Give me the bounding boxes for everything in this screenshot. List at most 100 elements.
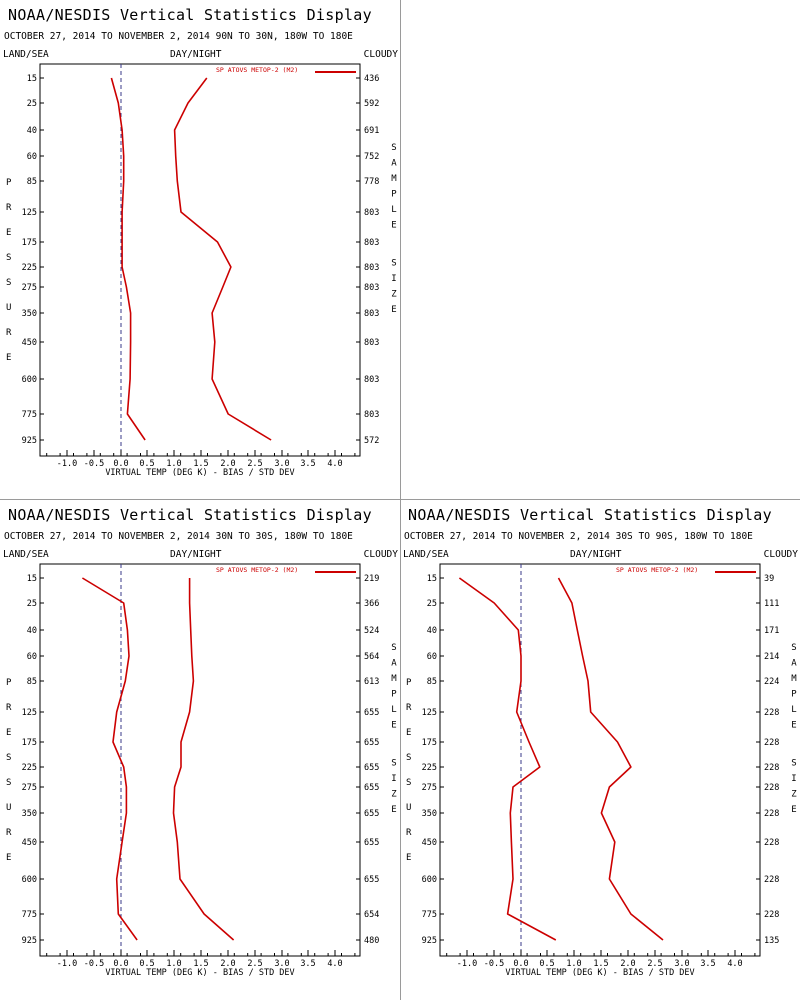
y-axis-label-left-char: P: [6, 178, 12, 188]
chart-panel-3: NOAA/NESDIS Vertical Statistics Display O…: [400, 500, 800, 1000]
pressure-level-label: 275: [22, 783, 37, 793]
x-tick-label: 3.5: [300, 959, 315, 969]
corner-label-right: CLOUDY: [364, 49, 399, 60]
pressure-level-label: 60: [427, 652, 437, 662]
plot-frame: [439, 563, 761, 957]
y-axis-label-left: P R E S S U R E: [406, 678, 412, 863]
chart-subtitle: OCTOBER 27, 2014 TO NOVEMBER 2, 2014 30S…: [404, 531, 753, 542]
x-tick-label: -0.5: [484, 959, 504, 969]
y-axis-label-right-char: S: [391, 259, 396, 269]
pressure-level-label: 15: [27, 574, 37, 584]
sample-size-label: 436: [364, 74, 379, 84]
y-axis-label-left-char: P: [406, 678, 412, 688]
y-axis-label-left-char: S: [406, 778, 411, 788]
x-tick-label: 2.0: [220, 459, 235, 469]
sample-size-label: 655: [364, 838, 379, 848]
pressure-level-label: 450: [422, 838, 437, 848]
y-axis-label-left-char: R: [406, 828, 412, 838]
y-axis-label-right-char: E: [391, 305, 396, 315]
chart-title: NOAA/NESDIS Vertical Statistics Display: [408, 506, 772, 524]
sample-size-label: 366: [364, 599, 379, 609]
x-tick-label: 1.0: [166, 459, 181, 469]
x-tick-label: 1.0: [566, 959, 581, 969]
chart-svg-2: NOAA/NESDIS Vertical Statistics Display O…: [3, 506, 398, 978]
sample-size-label: 803: [364, 375, 379, 385]
y-axis-label-right-char: A: [391, 659, 397, 669]
y-axis-label-right-char: E: [391, 721, 396, 731]
sample-size-label: 803: [364, 263, 379, 273]
y-axis-label-left-char: E: [406, 728, 411, 738]
x-tick-label: 4.0: [327, 459, 342, 469]
bias-series-line: [81, 577, 138, 941]
y-axis-label-right-char: I: [791, 774, 796, 784]
y-axis-label-right-char: A: [391, 159, 397, 169]
pressure-level-label: 275: [422, 783, 437, 793]
pressure-level-label: 25: [27, 599, 37, 609]
pressure-level-label: 275: [22, 283, 37, 293]
y-axis-label-right-char: S: [391, 643, 396, 653]
y-axis-label-left-char: U: [406, 803, 411, 813]
x-tick-label: -1.0: [457, 959, 477, 969]
sample-size-label: 228: [764, 809, 779, 819]
pressure-level-label: 25: [27, 99, 37, 109]
pressure-level-label: 450: [22, 338, 37, 348]
x-tick-label: 2.5: [247, 959, 262, 969]
plot-frame: [39, 63, 361, 457]
bias-series-line: [458, 577, 557, 941]
x-tick-label: 0.0: [113, 459, 128, 469]
corner-label-center: DAY/NIGHT: [570, 549, 622, 560]
y-axis-label-left-char: U: [6, 803, 11, 813]
pressure-level-label: 600: [422, 875, 437, 885]
sample-size-label: 752: [364, 152, 379, 162]
x-tick-label: 4.0: [727, 959, 742, 969]
chart-svg-3: NOAA/NESDIS Vertical Statistics Display O…: [403, 506, 798, 978]
sample-size-label: 803: [364, 338, 379, 348]
x-tick-label: 1.0: [166, 959, 181, 969]
sample-size-label: 228: [764, 763, 779, 773]
y-axis-label-left-char: R: [406, 703, 412, 713]
sample-size-label: 803: [364, 238, 379, 248]
y-axis-label-right-char: I: [391, 274, 396, 284]
x-axis-label: VIRTUAL TEMP (DEG K) - BIAS / STD DEV: [105, 468, 294, 478]
chart-title: NOAA/NESDIS Vertical Statistics Display: [8, 506, 372, 524]
y-axis-label-left-char: E: [6, 728, 11, 738]
chart-subtitle: OCTOBER 27, 2014 TO NOVEMBER 2, 2014 90N…: [4, 31, 353, 42]
x-tick-label: -1.0: [57, 959, 77, 969]
x-tick-label: 0.5: [139, 459, 154, 469]
sample-size-label: 655: [364, 738, 379, 748]
sample-size-label: 803: [364, 208, 379, 218]
y-axis-label-left-char: E: [6, 853, 11, 863]
y-axis-label-right-char: M: [791, 674, 797, 684]
x-tick-label: 0.0: [113, 959, 128, 969]
y-axis-label-left-char: R: [6, 703, 12, 713]
sample-size-label: 655: [364, 763, 379, 773]
y-axis-label-right-char: [391, 221, 396, 231]
pressure-level-label: 175: [422, 738, 437, 748]
x-tick-label: 0.5: [539, 959, 554, 969]
y-axis-label-right-char: S: [391, 759, 396, 769]
x-axis-label: VIRTUAL TEMP (DEG K) - BIAS / STD DEV: [505, 968, 694, 978]
pressure-level-label: 125: [22, 208, 37, 218]
y-axis-label-right-char: A: [791, 659, 797, 669]
sample-size-label: 803: [364, 410, 379, 420]
y-axis-label-right-char: Z: [791, 790, 797, 800]
y-axis-label-left-char: R: [6, 828, 12, 838]
sample-size-label: 111: [764, 599, 779, 609]
pressure-level-label: 15: [427, 574, 437, 584]
pressure-level-label: 85: [427, 677, 437, 687]
y-axis-label-left-char: E: [406, 853, 411, 863]
chart-subtitle: OCTOBER 27, 2014 TO NOVEMBER 2, 2014 30N…: [4, 531, 353, 542]
y-axis-label-left-char: S: [6, 778, 11, 788]
pressure-level-label: 600: [22, 375, 37, 385]
pressure-level-label: 40: [27, 126, 37, 136]
y-axis-label-right-char: P: [391, 190, 397, 200]
pressure-level-label: 925: [22, 936, 37, 946]
pressure-level-label: 25: [427, 599, 437, 609]
pressure-level-label: 225: [422, 763, 437, 773]
chart-svg-1: NOAA/NESDIS Vertical Statistics Display O…: [3, 6, 399, 478]
legend-label: SP ATOVS METOP-2 (M2): [616, 566, 698, 574]
pressure-level-label: 85: [27, 677, 37, 687]
x-tick-label: 3.0: [674, 959, 689, 969]
